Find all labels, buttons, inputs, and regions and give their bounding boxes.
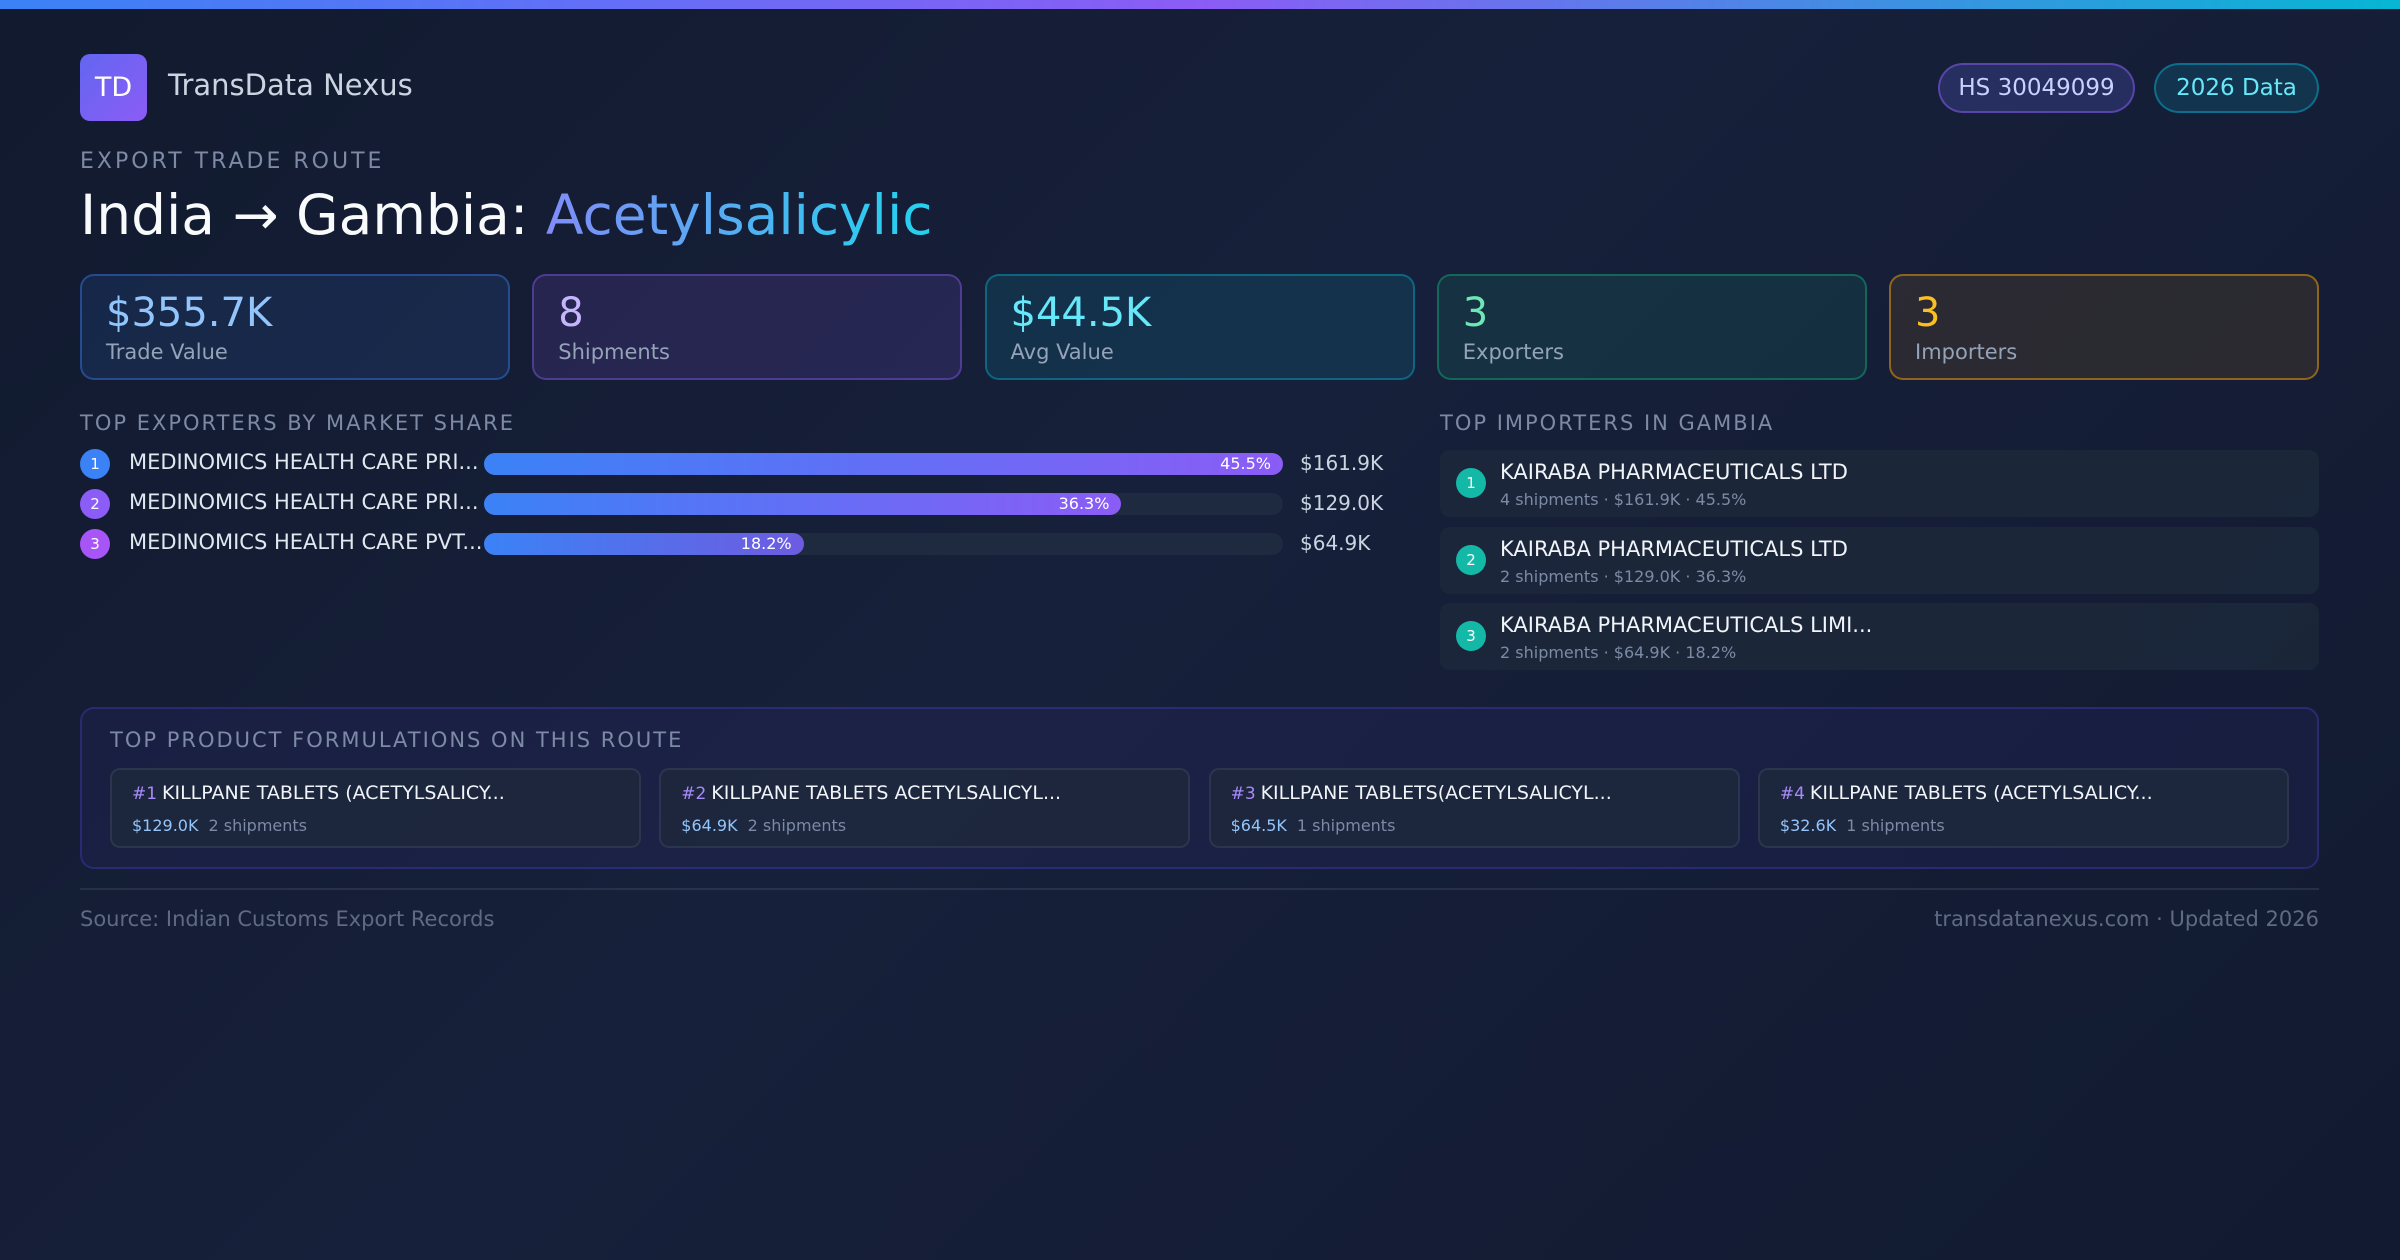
product-value: $64.5K [1230,816,1287,835]
rank-badge: 3 [1456,621,1486,651]
rank-badge: 2 [80,489,110,519]
exporters-heading: TOP EXPORTERS BY MARKET SHARE [80,411,516,435]
product-value: $32.6K [1779,816,1837,835]
product-rank: #3 [1230,784,1256,804]
stat-value: 3 [1915,290,1941,336]
title-route: India → Gambia: [80,183,546,247]
products-heading: TOP PRODUCT FORMULATIONS ON THIS ROUTE [110,728,684,752]
product-name: KILLPANE TABLETS ACETYLSALICYL... [711,782,1062,804]
product-shipments: 1 shipments [1846,816,1945,835]
share-label: 18.2% [740,534,792,553]
product-shipments: 2 shipments [208,816,308,835]
brand: TransData Nexus [168,68,413,102]
title: India → Gambia: Acetylsalicylic [80,183,932,247]
rank-badge: 2 [1456,544,1486,575]
product-name: KILLPANE TABLETS (ACETYLSALICY... [162,782,505,804]
product-rank: #1 [132,784,158,804]
stat-card: $355.7K Trade Value [80,274,510,380]
product-rank: #2 [681,784,707,804]
stat-value: $44.5K [1010,290,1152,336]
share-bar: 18.2% [484,533,804,555]
importer-name: KAIRABA PHARMACEUTICALS LTD [1500,536,1848,561]
stat-card: $44.5K Avg Value [984,274,1415,380]
stat-label: Exporters [1462,340,1564,364]
product-card: #3 KILLPANE TABLETS(ACETYLSALICYL... $64.5… [1208,768,1740,848]
exporter-name: MEDINOMICS HEALTH CARE PRI... [129,450,479,474]
importer-card: 1 KAIRABA PHARMACEUTICALS LTD 4 shipments … [1440,450,2319,517]
stat-label: Importers [1915,340,2018,364]
stat-label: Shipments [558,340,670,364]
stat-value: 3 [1462,290,1489,336]
product-shipments: 2 shipments [747,816,847,835]
logo: TD [80,54,147,121]
product-value: $64.9K [681,816,738,835]
stat-card: 3 Exporters [1436,274,1867,380]
exporter-name: MEDINOMICS HEALTH CARE PVT... [129,530,483,554]
title-product: Acetylsalicylic [545,183,933,247]
stat-value: 8 [558,290,584,336]
divider [80,888,2319,890]
exporter-name: MEDINOMICS HEALTH CARE PRI... [129,490,479,514]
stat-card: 3 Importers [1889,274,2319,380]
importer-meta: 2 shipments · $129.0K · 36.3% [1500,566,1747,586]
importer-name: KAIRABA PHARMACEUTICALS LIMI... [1500,613,1873,637]
share-label: 36.3% [1058,494,1110,513]
product-card: #4 KILLPANE TABLETS (ACETYLSALICY... $32.6… [1757,768,2289,848]
importers-heading: TOP IMPORTERS IN GAMBIA [1440,411,1775,435]
product-rank: #4 [1779,784,1805,804]
footer-site: transdatanexus.com · Updated 2026 [1934,907,2319,931]
rank-badge: 1 [80,449,110,479]
eyebrow: EXPORT TRADE ROUTE [80,149,385,174]
exporter-value: $64.9K [1300,531,1371,555]
share-bar: 45.5% [484,453,1283,475]
footer-source: Source: Indian Customs Export Records [80,907,495,931]
exporter-value: $161.9K [1300,451,1384,475]
product-value: $129.0K [132,816,199,835]
product-card: #2 KILLPANE TABLETS ACETYLSALICYL... $64.9… [659,768,1191,848]
share-bar: 36.3% [484,493,1122,515]
importer-meta: 2 shipments · $64.9K · 18.2% [1500,643,1737,662]
accent-bar [0,0,2400,9]
bar-track: 18.2% [484,533,1283,555]
badge: 2026 Data [2154,63,2319,113]
stat-card: 8 Shipments [532,274,963,380]
stat-label: Trade Value [106,340,228,364]
share-label: 45.5% [1220,454,1271,473]
product-shipments: 1 shipments [1296,816,1396,835]
bar-track: 36.3% [484,493,1283,515]
importer-card: 3 KAIRABA PHARMACEUTICALS LIMI... 2 shipme… [1440,603,2319,670]
product-name: KILLPANE TABLETS(ACETYLSALICYL... [1260,782,1612,804]
importer-meta: 4 shipments · $161.9K · 45.5% [1500,490,1747,509]
badge: HS 30049099 [1938,63,2135,113]
product-card: #1 KILLPANE TABLETS (ACETYLSALICY... $129.… [110,768,641,848]
product-name: KILLPANE TABLETS (ACETYLSALICY... [1809,782,2153,804]
rank-badge: 3 [80,529,110,559]
rank-badge: 1 [1456,468,1486,498]
bar-track: 45.5% [484,453,1283,475]
exporter-value: $129.0K [1300,491,1384,515]
stat-value: $355.7K [106,290,273,336]
stat-label: Avg Value [1010,340,1114,364]
importer-card: 2 KAIRABA PHARMACEUTICALS LTD 2 shipments … [1440,526,2319,594]
importer-name: KAIRABA PHARMACEUTICALS LTD [1500,460,1848,484]
